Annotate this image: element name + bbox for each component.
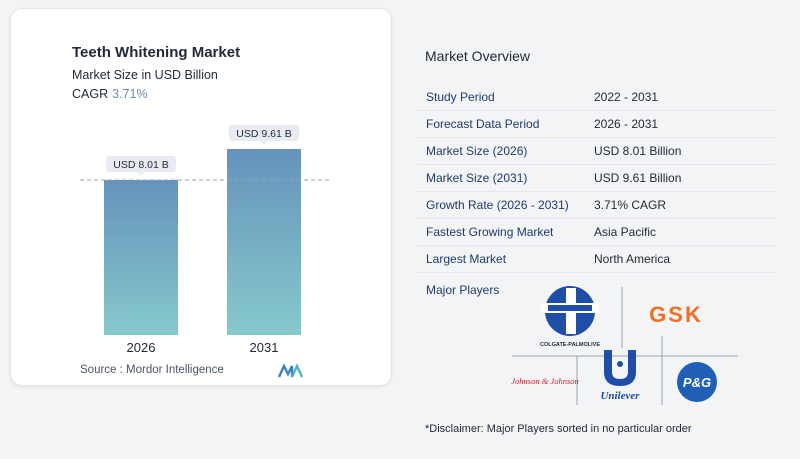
bar-2031 — [227, 149, 301, 335]
bar-chart: USD 8.01 B 2026 USD 9.61 B 2031 — [80, 125, 330, 355]
pg-logo-text: P&G — [683, 375, 711, 390]
disclaimer-text: *Disclaimer: Major Players sorted in no … — [425, 423, 692, 435]
overview-row-label: Forecast Data Period — [426, 117, 540, 131]
colgate-logo-text: COLGATE-PALMOLIVE — [540, 342, 600, 348]
cagr-line: CAGR 3.71% — [72, 87, 148, 101]
overview-row: Largest Market North America — [418, 246, 774, 273]
overview-row-value: 3.71% CAGR — [594, 198, 667, 212]
overview-row: Market Size (2031) USD 9.61 Billion — [418, 165, 774, 192]
overview-row-label: Study Period — [426, 90, 495, 104]
overview-row-value: 2022 - 2031 — [594, 90, 659, 104]
value-label-pointer — [137, 171, 145, 176]
pg-logo: P&G — [677, 362, 717, 402]
colgate-logo: COLGATE-PALMOLIVE — [540, 286, 600, 348]
chart-title: Teeth Whitening Market — [72, 44, 241, 61]
unilever-logo-text: Unilever — [600, 390, 640, 402]
jnj-logo: Johnson & Johnson — [511, 376, 579, 386]
unilever-logo: Unilever — [600, 350, 640, 402]
overview-row-label: Largest Market — [426, 252, 507, 266]
cagr-label: CAGR — [72, 87, 109, 101]
overview-table: Study Period 2022 - 2031 Forecast Data Per… — [418, 84, 774, 273]
category-label: 2031 — [250, 340, 279, 355]
value-label-bg — [229, 125, 299, 141]
overview-row-label: Market Size (2026) — [426, 144, 528, 158]
overview-row-value: North America — [594, 252, 671, 266]
source-text: Source : Mordor Intelligence — [80, 364, 224, 376]
overview-title: Market Overview — [425, 48, 531, 64]
overview-row-value: 2026 - 2031 — [594, 117, 659, 131]
chart-card — [10, 8, 392, 386]
overview-row: Market Size (2026) USD 8.01 Billion — [418, 138, 774, 165]
cagr-value: 3.71% — [112, 87, 148, 101]
gsk-logo-text: GSK — [649, 302, 703, 327]
value-label-bg — [106, 155, 176, 172]
major-players-label: Major Players — [426, 283, 500, 297]
value-label-pointer — [260, 141, 268, 145]
overview-row-value: USD 8.01 Billion — [594, 144, 682, 158]
chart-subtitle: Market Size in USD Billion — [72, 68, 218, 82]
mordor-logo-icon — [278, 364, 304, 378]
overview-row-label: Fastest Growing Market — [426, 225, 554, 239]
overview-row: Fastest Growing Market Asia Pacific — [418, 219, 774, 246]
overview-row-value: USD 9.61 Billion — [594, 171, 682, 185]
overview-row: Forecast Data Period 2026 - 2031 — [418, 111, 774, 138]
value-label: USD 8.01 B — [113, 159, 168, 171]
value-label: USD 9.61 B — [236, 128, 291, 140]
category-label: 2026 — [127, 340, 156, 355]
overview-row-label: Growth Rate (2026 - 2031) — [426, 198, 569, 212]
overview-row-label: Market Size (2031) — [426, 171, 528, 185]
gsk-logo: GSK — [649, 302, 703, 327]
overview-row-value: Asia Pacific — [594, 225, 657, 239]
overview-row: Growth Rate (2026 - 2031) 3.71% CAGR — [418, 192, 774, 219]
overview-row: Study Period 2022 - 2031 — [418, 84, 774, 111]
jnj-logo-text: Johnson & Johnson — [511, 376, 579, 386]
bar-2026 — [104, 179, 178, 335]
